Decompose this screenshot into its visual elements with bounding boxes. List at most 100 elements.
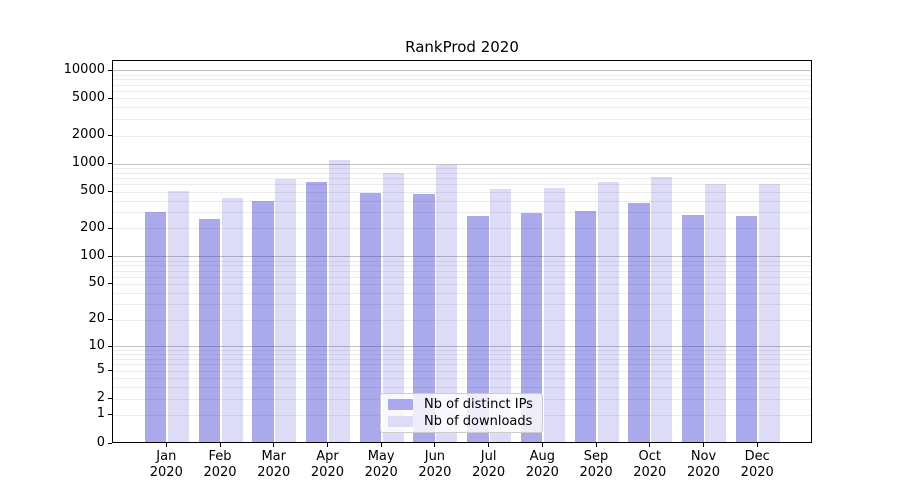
gridline-20 bbox=[113, 319, 811, 321]
x-tick-label-jan: Jan 2020 bbox=[149, 449, 183, 480]
legend-label-downloads: Nb of downloads bbox=[424, 414, 533, 429]
bar-distinct-ips-jul bbox=[467, 216, 489, 442]
bar-downloads-mar bbox=[275, 179, 297, 442]
y-tick-mark bbox=[108, 442, 112, 444]
legend-label-distinct-ips: Nb of distinct IPs bbox=[424, 397, 533, 412]
bar-downloads-jul bbox=[490, 188, 512, 442]
legend: Nb of distinct IPs Nb of downloads bbox=[380, 393, 543, 433]
gridline-8 bbox=[113, 354, 811, 356]
downloads-swatch-icon bbox=[388, 416, 413, 427]
bar-distinct-ips-aug bbox=[520, 212, 543, 442]
y-tick-mark bbox=[108, 97, 112, 99]
y-tick-label-2000: 2000 bbox=[71, 127, 105, 143]
gridline-70 bbox=[113, 270, 811, 272]
gridline-4 bbox=[113, 377, 811, 379]
x-tick-label-mar: Mar 2020 bbox=[257, 449, 291, 480]
bar-distinct-ips-oct bbox=[628, 203, 650, 442]
bar-distinct-ips-jan bbox=[144, 212, 167, 442]
y-tick-mark bbox=[108, 69, 112, 71]
bar-distinct-ips-sep bbox=[574, 210, 597, 442]
y-tick-mark bbox=[108, 414, 112, 416]
gridline-80 bbox=[113, 265, 811, 267]
gridline-90 bbox=[113, 260, 811, 262]
gridline-500 bbox=[113, 191, 811, 193]
y-tick-label-100: 100 bbox=[80, 247, 105, 263]
y-tick-label-5000: 5000 bbox=[71, 89, 105, 105]
gridline-8000 bbox=[113, 79, 811, 81]
gridline-7000 bbox=[113, 84, 811, 86]
x-tick-label-dec: Dec 2020 bbox=[740, 449, 774, 480]
bar-downloads-jan bbox=[167, 191, 189, 442]
bar-downloads-nov bbox=[705, 184, 726, 442]
bar-downloads-dec bbox=[758, 183, 780, 442]
gridline-300 bbox=[113, 212, 811, 214]
bar-downloads-sep bbox=[597, 181, 619, 442]
y-tick-label-500: 500 bbox=[80, 183, 105, 199]
x-tick-mark bbox=[703, 443, 704, 447]
bar-distinct-ips-feb bbox=[198, 219, 221, 442]
bar-distinct-ips-apr bbox=[305, 181, 328, 442]
x-tick-label-sep: Sep 2020 bbox=[579, 449, 613, 480]
bar-distinct-ips-dec bbox=[735, 216, 758, 442]
x-tick-mark bbox=[273, 443, 275, 447]
gridline-10 bbox=[113, 346, 811, 347]
bar-distinct-ips-may bbox=[359, 193, 382, 442]
x-tick-mark bbox=[219, 443, 221, 447]
y-tick-label-10: 10 bbox=[88, 337, 105, 353]
x-tick-mark bbox=[488, 443, 490, 447]
gridline-2000 bbox=[113, 135, 811, 137]
gridline-1000 bbox=[113, 163, 811, 165]
gridline-6 bbox=[113, 364, 811, 366]
distinct-ips-swatch-icon bbox=[388, 399, 413, 410]
y-tick-mark bbox=[108, 227, 112, 229]
gridline-5000 bbox=[113, 98, 811, 100]
bar-downloads-may bbox=[382, 172, 404, 442]
plot-area bbox=[112, 60, 812, 443]
x-tick-mark bbox=[165, 443, 167, 447]
gridline-600 bbox=[113, 184, 811, 186]
bar-downloads-oct bbox=[651, 176, 673, 442]
x-tick-label-jun: Jun 2020 bbox=[418, 449, 452, 480]
y-tick-mark bbox=[108, 255, 112, 257]
gridline-5 bbox=[113, 370, 811, 372]
bar-distinct-ips-nov bbox=[682, 214, 704, 442]
bar-distinct-ips-jun bbox=[413, 194, 435, 442]
x-tick-mark bbox=[595, 443, 597, 447]
x-tick-label-apr: Apr 2020 bbox=[310, 449, 344, 480]
bar-distinct-ips-mar bbox=[252, 200, 274, 442]
bar-downloads-jun bbox=[436, 164, 458, 442]
y-tick-label-2: 2 bbox=[96, 390, 105, 406]
gridline-100 bbox=[113, 256, 811, 258]
gridline-400 bbox=[113, 200, 811, 202]
gridline-50 bbox=[113, 283, 811, 285]
y-tick-label-1000: 1000 bbox=[71, 155, 105, 171]
x-tick-mark bbox=[541, 443, 543, 447]
gridline-4000 bbox=[113, 107, 811, 109]
y-tick-label-0: 0 bbox=[96, 434, 105, 450]
y-tick-mark bbox=[108, 135, 112, 137]
gridline-7 bbox=[113, 358, 811, 360]
x-tick-label-oct: Oct 2020 bbox=[633, 449, 667, 480]
y-tick-label-1: 1 bbox=[96, 406, 105, 422]
y-tick-mark bbox=[108, 163, 112, 165]
gridline-200 bbox=[113, 228, 811, 230]
bar-downloads-aug bbox=[543, 187, 565, 442]
y-tick-mark bbox=[108, 191, 112, 193]
x-tick-mark bbox=[326, 443, 328, 447]
x-tick-mark bbox=[649, 443, 651, 447]
x-tick-label-aug: Aug 2020 bbox=[525, 449, 559, 480]
y-tick-label-200: 200 bbox=[80, 219, 105, 235]
gridline-900 bbox=[113, 167, 811, 169]
x-tick-mark bbox=[380, 443, 382, 447]
gridline-40 bbox=[113, 292, 811, 294]
x-tick-label-jul: Jul 2020 bbox=[472, 449, 506, 480]
gridline-6000 bbox=[113, 91, 811, 93]
x-tick-mark bbox=[434, 443, 436, 447]
y-tick-label-10000: 10000 bbox=[63, 61, 105, 77]
y-tick-label-50: 50 bbox=[88, 275, 105, 291]
y-tick-mark bbox=[108, 370, 112, 372]
x-tick-mark bbox=[756, 443, 758, 447]
y-tick-mark bbox=[108, 283, 112, 285]
legend-item-distinct-ips: Nb of distinct IPs bbox=[381, 396, 542, 413]
